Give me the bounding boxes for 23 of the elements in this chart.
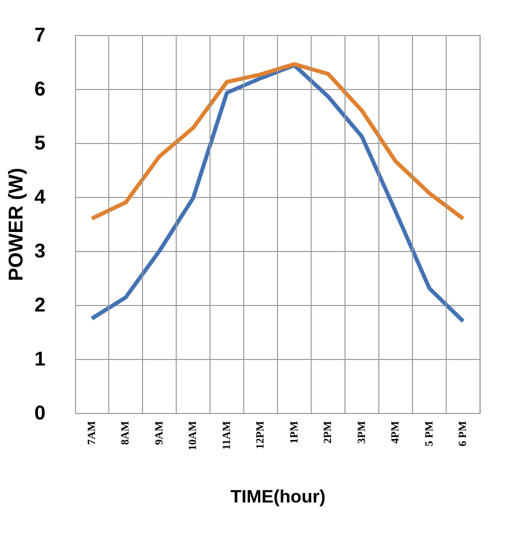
y-tick-label: 4 [34,186,46,208]
x-tick-label: 3PM [356,420,368,444]
y-tick-label: 3 [34,240,46,262]
y-tick-label: 5 [34,132,46,154]
y-tick-label: 7 [34,24,46,46]
line-series [90,62,466,221]
y-tick-label: 6 [34,78,46,100]
x-tick-label: 11AM [220,420,233,450]
y-tick-label: 2 [34,294,46,316]
x-axis-title: TIME(hour) [230,486,326,506]
x-tick-label: 8AM [120,420,132,445]
y-axis-title: POWER (W) [5,168,28,282]
x-tick-label: 6 PM [457,420,470,446]
x-tick-label: 10AM [187,420,200,450]
x-tick-label: 9AM [153,420,166,445]
y-tick-label: 1 [34,348,46,370]
y-tick-label: 0 [34,402,46,424]
x-tick-label: 2PM [322,420,334,444]
x-tick-label: 7AM [86,420,98,445]
x-tick-label: 5 PM [423,420,436,446]
x-tick-label: 1PM [288,420,300,444]
x-tick-label: 4PM [390,420,402,444]
x-tick-label: 12PM [254,420,267,450]
